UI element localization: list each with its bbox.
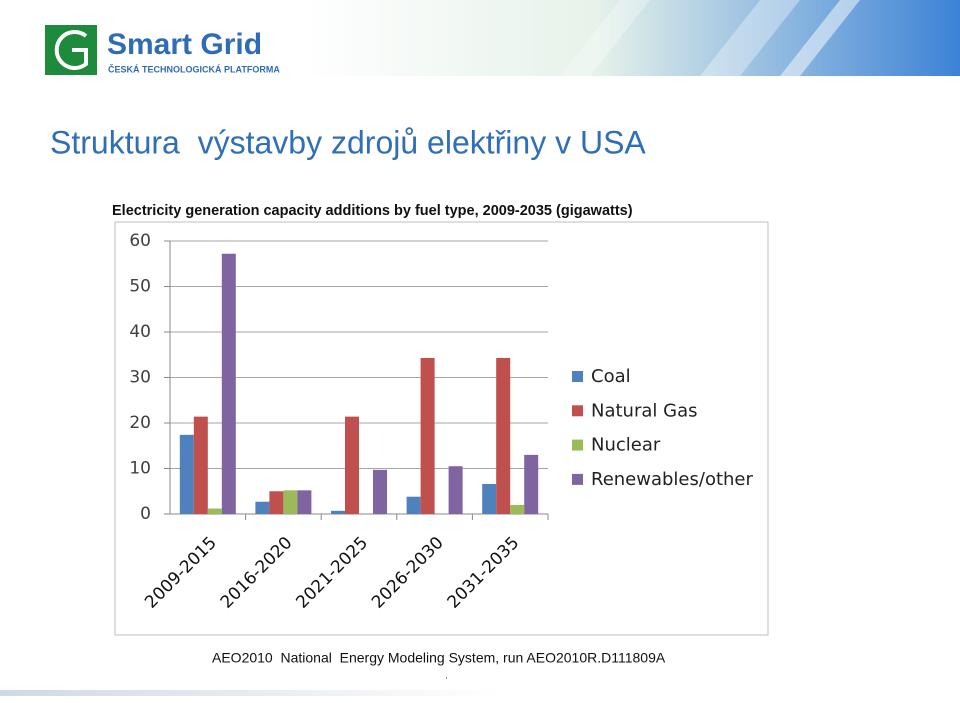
x-tick-label: 2026-2030: [368, 533, 448, 613]
chart-frame: [114, 221, 769, 636]
bar: [482, 483, 497, 514]
legend-swatch: [572, 439, 583, 451]
y-tick-label: 40: [129, 322, 151, 342]
legend-label: Natural Gas: [591, 400, 697, 421]
bar: [496, 357, 511, 514]
legend-label: Renewables/other: [591, 469, 754, 490]
note: .: [445, 671, 448, 682]
bar: [406, 496, 421, 514]
bar: [179, 434, 194, 514]
bar: [420, 357, 435, 514]
slide-title: Struktura výstavby zdrojů elektřiny v US…: [50, 124, 646, 160]
bar: [269, 491, 284, 514]
bar: [221, 253, 236, 515]
bar: [297, 490, 312, 514]
logo-title: Smart Grid: [107, 28, 262, 61]
header-band: [300, 0, 960, 76]
bar: [193, 416, 208, 514]
bar: [510, 504, 525, 514]
chart-title: Electricity generation capacity addition…: [112, 203, 633, 219]
bar: [283, 490, 298, 514]
bar: [345, 416, 359, 514]
x-tick-label: 2009-2015: [141, 533, 221, 613]
y-tick-label: 20: [129, 413, 151, 433]
y-tick-label: 30: [129, 368, 151, 388]
logo: [45, 25, 97, 75]
y-tick-label: 10: [129, 459, 151, 479]
x-tick-label: 2031-2035: [444, 533, 524, 613]
legend-swatch: [572, 405, 583, 417]
legend-label: Nuclear: [591, 435, 661, 456]
bar: [331, 510, 345, 514]
legend-swatch: [572, 473, 583, 485]
logo-subtitle: ČESKÁ TECHNOLOGICKÁ PLATFORMA: [108, 63, 280, 74]
bar: [207, 508, 222, 514]
legend-swatch: [572, 371, 583, 382]
bar: [255, 501, 270, 514]
bar: [373, 469, 387, 514]
footer-band: [0, 690, 500, 696]
y-tick-label: 60: [129, 231, 151, 251]
x-tick-label: 2021-2025: [292, 533, 372, 613]
x-tick-label: 2016-2020: [217, 533, 297, 613]
source: AEO2010 National Energy Modeling System,…: [212, 650, 666, 666]
bar: [524, 454, 539, 514]
y-tick-label: 50: [129, 277, 151, 297]
bar: [448, 466, 463, 514]
legend-label: Coal: [591, 366, 631, 387]
y-tick-label: 0: [140, 504, 151, 524]
